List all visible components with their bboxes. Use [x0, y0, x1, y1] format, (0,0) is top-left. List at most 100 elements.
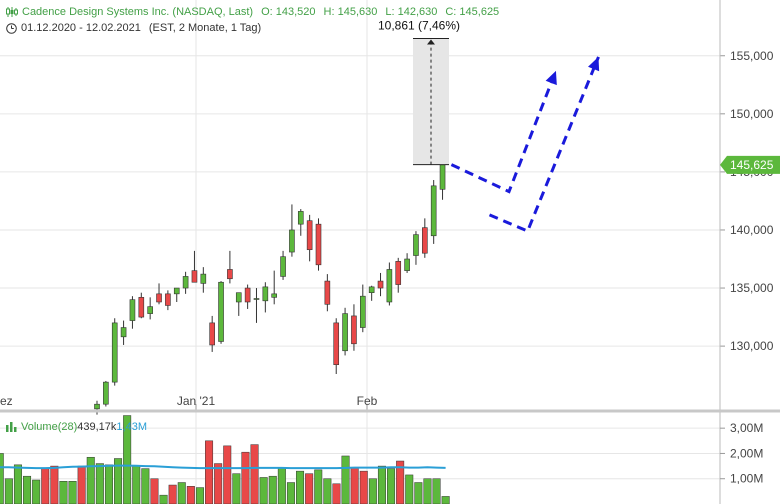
projection-path: [488, 56, 600, 234]
volume-bar: [186, 486, 195, 504]
volume-bars: [0, 415, 450, 504]
candle-body: [359, 295, 366, 328]
projection-arrowhead: [588, 56, 600, 72]
volume-bar: [296, 470, 305, 504]
candle-body: [147, 306, 153, 314]
candle-body: [368, 286, 375, 293]
volume-bar: [141, 468, 150, 504]
volume-average-line: [0, 464, 446, 470]
candle-body: [200, 273, 207, 284]
volume-bar: [223, 445, 232, 504]
volume-tick-label: 3,00M: [730, 421, 763, 435]
time-info: (EST, 2 Monate, 1 Tag): [148, 22, 262, 34]
candle-body: [111, 322, 118, 383]
volume-bar: [405, 474, 414, 504]
candle-body: [297, 211, 304, 225]
candle-body: [235, 292, 242, 303]
candle-body: [138, 297, 145, 318]
volume-bar: [205, 440, 214, 504]
volume-average: 1,43M: [116, 421, 147, 433]
candle-body: [377, 280, 384, 289]
high-value: H: 145,630: [323, 6, 378, 18]
volume-bar: [68, 481, 77, 504]
volume-bar: [387, 468, 396, 504]
candle-body: [395, 261, 402, 285]
candle-body: [227, 269, 233, 280]
candle-body: [280, 256, 286, 277]
volume-bar: [159, 494, 168, 504]
volume-bar: [414, 482, 423, 504]
candle-body: [386, 269, 393, 303]
last-price-tag: [720, 155, 780, 174]
volume-bar: [13, 464, 22, 504]
candle-body: [182, 276, 189, 289]
open-value: O: 143,520: [261, 6, 316, 18]
candle-body: [271, 293, 278, 298]
candlestick-icon: [6, 7, 18, 18]
volume-average-path: [0, 464, 446, 470]
candle-body: [244, 287, 251, 303]
volume-bar: [377, 465, 386, 504]
price-grid: [0, 0, 720, 504]
volume-label: Volume(28): [21, 421, 78, 433]
candle-body: [156, 293, 162, 303]
candle-body: [315, 223, 322, 266]
volume-bar: [423, 478, 432, 504]
volume-bar: [341, 455, 350, 504]
candle-body: [342, 313, 348, 352]
volume-bar: [32, 479, 41, 504]
projection-arrowhead: [545, 70, 557, 86]
volume-bars-icon: [6, 422, 17, 433]
volume-bar: [359, 470, 368, 504]
candle-body: [404, 258, 410, 271]
volume-bar: [305, 473, 314, 504]
price-tick-label: 130,000: [730, 339, 774, 353]
candle-body: [120, 327, 127, 338]
price-tick-label: 135,000: [730, 281, 774, 295]
volume-bar: [259, 477, 268, 504]
volume-bar: [77, 465, 86, 504]
price-tick-label: 155,000: [730, 49, 774, 63]
low-value: L: 142,630: [385, 6, 438, 18]
measure-label: 10,861 (7,46%): [378, 18, 460, 32]
volume-tick-label: 1,00M: [730, 472, 763, 486]
candle-body: [422, 227, 428, 254]
chart-header-line1: Cadence Design Systems Inc. (NASDAQ, Las…: [6, 6, 499, 18]
projection-arrows[interactable]: [450, 56, 600, 234]
volume-bar: [432, 478, 441, 504]
price-tick-label: 140,000: [730, 223, 774, 237]
volume-bar: [277, 467, 286, 504]
candlestick-series: [94, 164, 446, 415]
volume-bar: [150, 478, 159, 504]
volume-bar: [368, 478, 377, 504]
candle-body: [173, 287, 180, 295]
date-range: 01.12.2020 - 12.02.2021: [21, 22, 141, 34]
measure-box: [413, 38, 449, 165]
candle-body: [94, 403, 100, 410]
volume-bar: [41, 468, 50, 504]
measure-tool[interactable]: 10,861 (7,46%): [378, 18, 460, 166]
time-tick-label: ez: [0, 394, 13, 408]
chart-header-line2: 01.12.2020 - 12.02.2021 (EST, 2 Monate, 1…: [6, 22, 261, 34]
candle-body: [253, 298, 260, 300]
volume-bar: [332, 483, 341, 504]
volume-header: Volume(28)439,17k1,43M: [6, 421, 147, 433]
candle-body: [430, 185, 437, 237]
time-tick-label: Feb: [357, 394, 378, 408]
volume-bar: [177, 482, 186, 504]
volume-bar: [232, 473, 241, 504]
volume-bar: [195, 487, 204, 504]
candle-body: [289, 229, 295, 253]
last-price-label: 145,625: [730, 158, 774, 172]
volume-bar: [250, 444, 259, 504]
volume-bar: [50, 465, 59, 504]
volume-bar: [59, 481, 68, 504]
volume-bar: [104, 464, 113, 504]
volume-bar: [350, 467, 359, 504]
candle-body: [209, 322, 215, 346]
price-tick-label: 150,000: [730, 107, 774, 121]
volume-bar: [268, 475, 277, 504]
candle-body: [262, 286, 269, 302]
candle-body: [439, 164, 446, 190]
